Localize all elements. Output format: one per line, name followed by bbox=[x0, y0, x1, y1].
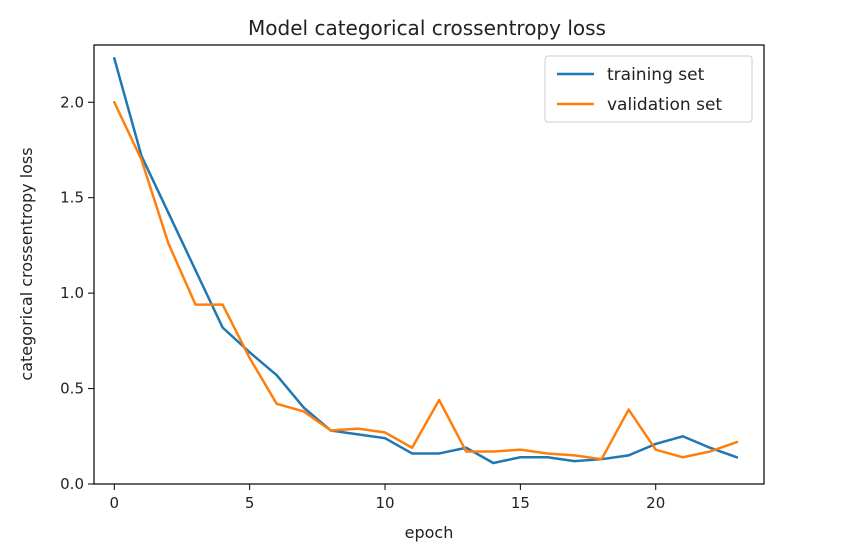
data-point-validation-set bbox=[519, 448, 522, 451]
data-point-validation-set bbox=[275, 402, 278, 406]
data-point-validation-set bbox=[410, 446, 414, 449]
data-point-validation-set bbox=[546, 452, 549, 455]
data-point-validation-set bbox=[140, 158, 143, 161]
data-point-training-set bbox=[708, 446, 712, 449]
data-point-validation-set bbox=[735, 440, 739, 444]
y-tick-label: 0.0 bbox=[60, 475, 84, 493]
data-point-validation-set bbox=[302, 410, 305, 413]
series-line-validation-set bbox=[113, 101, 739, 461]
data-point-validation-set bbox=[167, 242, 170, 245]
data-point-training-set bbox=[194, 269, 197, 272]
series-line-training-set bbox=[113, 57, 739, 465]
data-point-training-set bbox=[546, 456, 549, 459]
data-point-training-set bbox=[275, 374, 278, 377]
legend-label-validation-set: validation set bbox=[607, 95, 722, 115]
y-tick-label: 2.0 bbox=[60, 93, 84, 111]
data-point-validation-set bbox=[329, 429, 333, 432]
chart-legend: training set validation set bbox=[544, 55, 753, 123]
data-point-validation-set bbox=[437, 398, 441, 402]
data-point-training-set bbox=[735, 456, 739, 459]
data-point-validation-set bbox=[654, 448, 657, 451]
data-point-training-set bbox=[113, 57, 116, 60]
chart-title: Model categorical crossentropy loss bbox=[248, 16, 606, 40]
y-axis-ticks: 0.0 0.5 1.0 1.5 2.0 bbox=[60, 93, 94, 493]
x-axis-label: epoch bbox=[405, 523, 454, 542]
data-point-training-set bbox=[437, 452, 441, 455]
data-point-training-set bbox=[221, 326, 224, 329]
x-tick-label: 10 bbox=[375, 494, 394, 512]
x-axis-ticks: 0 5 10 15 20 bbox=[110, 484, 665, 512]
data-point-training-set bbox=[627, 454, 630, 457]
y-tick-label: 1.0 bbox=[60, 284, 84, 302]
data-point-training-set bbox=[248, 351, 251, 354]
legend-box bbox=[544, 55, 753, 123]
legend-label-training-set: training set bbox=[607, 65, 705, 85]
data-point-validation-set bbox=[248, 356, 251, 360]
data-point-validation-set bbox=[681, 456, 684, 459]
data-point-validation-set bbox=[492, 450, 495, 453]
data-point-training-set bbox=[410, 452, 414, 455]
data-point-validation-set bbox=[600, 457, 603, 461]
data-point-validation-set bbox=[194, 303, 197, 306]
data-point-training-set bbox=[492, 461, 495, 465]
data-point-training-set bbox=[383, 436, 387, 440]
data-point-training-set bbox=[167, 211, 170, 215]
data-point-training-set bbox=[302, 406, 305, 409]
data-point-training-set bbox=[681, 435, 684, 438]
data-point-validation-set bbox=[113, 101, 116, 104]
y-tick-label: 0.5 bbox=[60, 380, 84, 398]
data-point-training-set bbox=[654, 442, 657, 446]
data-point-validation-set bbox=[573, 454, 576, 457]
y-tick-label: 1.5 bbox=[60, 189, 84, 207]
data-point-validation-set bbox=[383, 431, 387, 434]
data-point-training-set bbox=[519, 456, 522, 459]
data-point-validation-set bbox=[627, 408, 630, 411]
x-tick-label: 5 bbox=[245, 494, 255, 512]
data-point-validation-set bbox=[465, 450, 468, 453]
data-point-validation-set bbox=[708, 450, 712, 453]
plot-frame bbox=[93, 44, 765, 485]
x-tick-label: 15 bbox=[511, 494, 530, 512]
series-layer bbox=[113, 57, 739, 465]
x-tick-label: 0 bbox=[110, 494, 120, 512]
y-axis-label: categorical crossentropy loss bbox=[17, 147, 36, 380]
data-point-validation-set bbox=[221, 303, 224, 306]
x-tick-label: 20 bbox=[646, 494, 665, 512]
data-point-training-set bbox=[573, 459, 576, 463]
data-point-training-set bbox=[356, 433, 360, 436]
data-point-validation-set bbox=[356, 427, 360, 430]
